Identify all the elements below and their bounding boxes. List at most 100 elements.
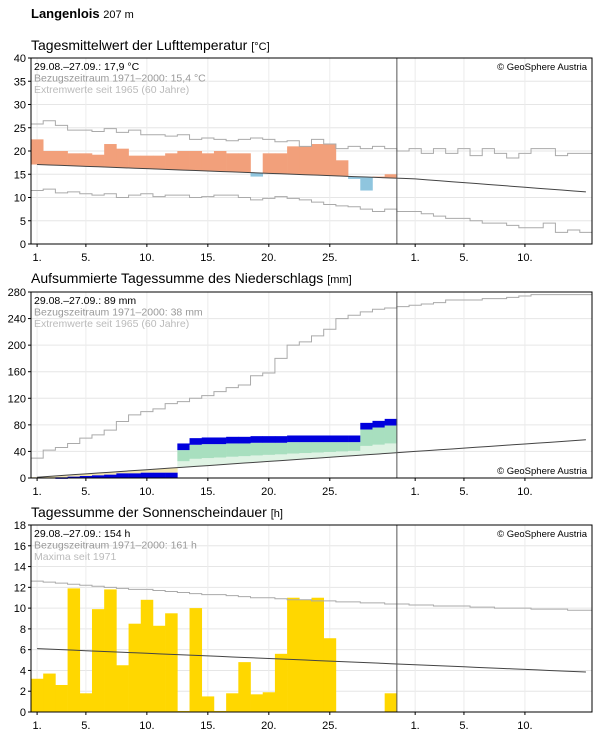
temp-bar-26 bbox=[348, 176, 361, 179]
sun-bar-18 bbox=[250, 694, 264, 712]
sun-xtick-label-2: 10. bbox=[139, 720, 154, 729]
sun-bar-7 bbox=[116, 665, 129, 712]
precip-ytick-label-1: 40 bbox=[14, 446, 26, 458]
sun-bar-4 bbox=[79, 693, 93, 712]
sun-xtick-label-6: 1. bbox=[411, 720, 420, 729]
precip-band-light-13 bbox=[189, 458, 203, 467]
precipitation-title: Aufsummierte Tagessumme des Niederschlag… bbox=[31, 270, 352, 286]
sun-bar-16 bbox=[226, 693, 239, 712]
precip-plot-frame bbox=[30, 291, 593, 479]
precip-band-dark-14 bbox=[201, 444, 215, 459]
precip-bar-7 bbox=[116, 473, 129, 478]
sun-bar-12 bbox=[177, 710, 190, 712]
temp-xtick-label-6: 1. bbox=[411, 252, 420, 264]
sun-ytick-label-8: 16 bbox=[14, 541, 26, 553]
precip-xtick-label-2: 10. bbox=[139, 486, 154, 498]
temp-bar-17 bbox=[238, 153, 251, 173]
precip-ytick-label-7: 280 bbox=[8, 287, 26, 299]
temp-bar-10 bbox=[152, 155, 166, 170]
station-name: Langenlois bbox=[31, 6, 100, 21]
temp-climate-line bbox=[37, 163, 586, 193]
precip-band-dark-28 bbox=[372, 427, 385, 445]
temp-info-2: Extremwerte seit 1965 (60 Jahre) bbox=[34, 84, 189, 96]
sun-xtick-label-5: 25. bbox=[322, 720, 337, 729]
precip-bar-5 bbox=[91, 475, 105, 478]
sunshine-title: Tagessumme der Sonnenscheindauer [h] bbox=[31, 504, 283, 520]
temp-bar-12 bbox=[177, 151, 190, 171]
precip-band-dark-26 bbox=[348, 442, 361, 451]
precip-ytick-label-0: 0 bbox=[20, 473, 26, 485]
temp-bar-1 bbox=[43, 151, 56, 165]
sun-ytick-label-4: 8 bbox=[20, 624, 26, 636]
precip-band-light-28 bbox=[372, 444, 385, 454]
precip-bar-17 bbox=[238, 436, 251, 444]
sun-xtick-label-4: 20. bbox=[261, 720, 276, 729]
precip-band-light-24 bbox=[323, 451, 337, 458]
sun-bar-29 bbox=[384, 693, 398, 712]
precip-band-light-17 bbox=[238, 456, 251, 464]
sun-info-0: 29.08.–27.09.: 154 h bbox=[34, 528, 130, 540]
temp-ytick-label-3: 15 bbox=[14, 169, 26, 181]
temp-bar-2 bbox=[55, 151, 68, 166]
precip-deficit-10 bbox=[152, 468, 166, 473]
precip-band-light-12 bbox=[177, 461, 190, 468]
precip-bar-12 bbox=[177, 443, 190, 451]
temp-bar-6 bbox=[104, 144, 117, 168]
precip-band-dark-16 bbox=[226, 443, 239, 457]
precip-bar-21 bbox=[287, 435, 300, 443]
sun-bar-0 bbox=[31, 678, 44, 712]
precip-bar-3 bbox=[67, 476, 81, 479]
precip-ytick-label-5: 200 bbox=[8, 340, 26, 352]
sun-xtick-label-3: 15. bbox=[200, 720, 215, 729]
precip-bar-13 bbox=[189, 438, 203, 445]
temp-xtick-label-7: 5. bbox=[459, 252, 468, 264]
sun-info-2: Maxima seit 1971 bbox=[34, 551, 116, 563]
precip-band-dark-15 bbox=[213, 444, 227, 458]
sun-xtick-label-7: 5. bbox=[459, 720, 468, 729]
temp-ytick-label-8: 40 bbox=[14, 53, 26, 65]
precip-bar-10 bbox=[152, 472, 166, 478]
precip-band-light-18 bbox=[250, 455, 264, 463]
precip-bar-15 bbox=[213, 437, 227, 445]
temp-info-0: 29.08.–27.09.: 17,9 °C bbox=[34, 61, 140, 73]
temperature-unit: [°C] bbox=[251, 41, 270, 53]
sun-bar-9 bbox=[140, 599, 154, 712]
precip-bar-25 bbox=[335, 435, 349, 443]
sun-copyright: © GeoSphere Austria bbox=[497, 529, 588, 540]
temp-bar-21 bbox=[287, 146, 300, 175]
temp-bar-0 bbox=[31, 139, 44, 165]
temp-bar-29 bbox=[384, 174, 398, 178]
sun-bar-21 bbox=[287, 597, 300, 712]
precip-bar-9 bbox=[140, 472, 154, 478]
temp-bar-27 bbox=[360, 177, 373, 191]
precip-deficit-2 bbox=[55, 475, 68, 478]
precip-bar-28 bbox=[372, 420, 385, 428]
precip-bar-27 bbox=[360, 422, 373, 430]
temp-ytick-label-4: 20 bbox=[14, 146, 26, 158]
precip-bar-18 bbox=[250, 436, 264, 443]
sun-bar-1 bbox=[43, 673, 56, 712]
precip-xtick-label-3: 15. bbox=[200, 486, 215, 498]
precip-deficit-7 bbox=[116, 471, 129, 474]
precip-deficit-8 bbox=[128, 470, 142, 474]
sun-bar-22 bbox=[299, 599, 312, 712]
precip-xtick-label-1: 5. bbox=[81, 486, 90, 498]
precip-band-dark-19 bbox=[262, 442, 276, 455]
temperature-title: Tagesmittelwert der Lufttemperatur [°C] bbox=[31, 37, 270, 53]
precip-band-dark-22 bbox=[299, 442, 312, 454]
precip-bar-19 bbox=[262, 436, 276, 443]
precip-bar-26 bbox=[348, 435, 361, 443]
temp-bar-15 bbox=[213, 151, 227, 172]
precip-band-dark-27 bbox=[360, 429, 373, 446]
temp-bar-14 bbox=[201, 153, 215, 171]
sun-ytick-label-6: 12 bbox=[14, 582, 26, 594]
temp-bar-23 bbox=[311, 144, 324, 176]
temp-bar-9 bbox=[140, 155, 154, 169]
precip-deficit-6 bbox=[104, 472, 117, 475]
temp-bar-4 bbox=[79, 153, 93, 167]
precip-band-light-21 bbox=[287, 453, 300, 460]
precip-xtick-label-6: 1. bbox=[411, 486, 420, 498]
sunshine-unit: [h] bbox=[270, 508, 283, 520]
sun-ytick-label-0: 0 bbox=[20, 707, 26, 719]
precip-copyright: © GeoSphere Austria bbox=[497, 466, 588, 477]
